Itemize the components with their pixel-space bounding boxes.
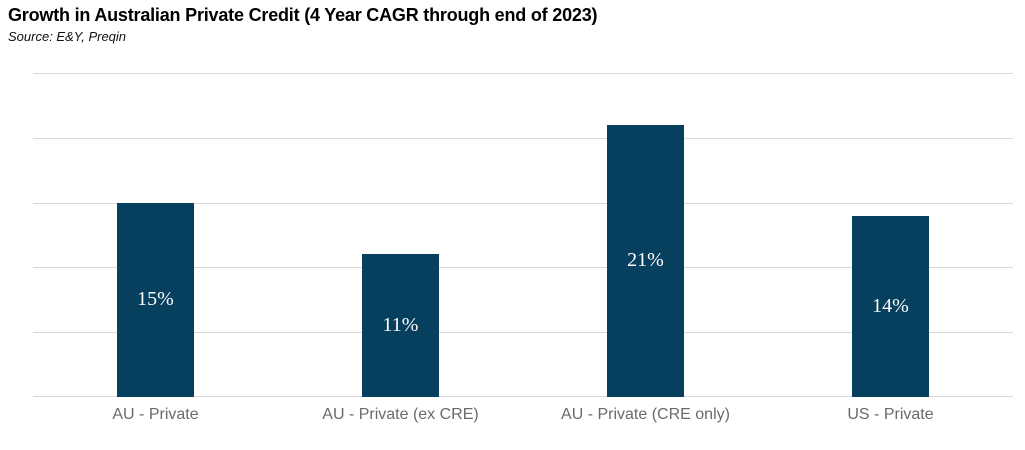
bar: 15% — [117, 202, 194, 397]
bars-row: 15% 11% 21% 14% — [33, 73, 1013, 397]
gridline — [33, 396, 1013, 397]
gridline — [33, 137, 1013, 139]
gridline — [33, 332, 1013, 334]
x-axis-label: US - Private — [847, 406, 934, 423]
source-note: Source: E&Y, Preqin — [8, 29, 127, 44]
x-axis-label: AU - Private (CRE only) — [561, 406, 730, 423]
gridline — [33, 267, 1013, 269]
bar: 14% — [852, 215, 929, 397]
bar-slot: 21% — [523, 73, 768, 397]
bar-slot: 11% — [278, 73, 523, 397]
x-axis-label: AU - Private (ex CRE) — [322, 406, 479, 423]
x-axis-label: AU - Private — [112, 406, 199, 423]
bar-slot: 15% — [33, 73, 278, 397]
bar-value-label: 15% — [137, 288, 174, 311]
plot-area: 15% 11% 21% 14% — [33, 73, 1013, 397]
bar: 11% — [362, 254, 439, 397]
bar-value-label: 14% — [872, 294, 909, 317]
bar-value-label: 11% — [382, 314, 419, 337]
bar: 21% — [607, 124, 684, 397]
bar-slot: 14% — [768, 73, 1013, 397]
gridlines — [33, 73, 1013, 397]
bar-value-label: 21% — [627, 249, 664, 272]
gridline — [33, 73, 1013, 74]
chart-header: Growth in Australian Private Credit (4 Y… — [8, 5, 598, 44]
gridline — [33, 202, 1013, 204]
x-axis-labels: AU - Private AU - Private (ex CRE) AU - Pr… — [33, 406, 1013, 424]
chart-title: Growth in Australian Private Credit (4 Y… — [8, 5, 598, 25]
